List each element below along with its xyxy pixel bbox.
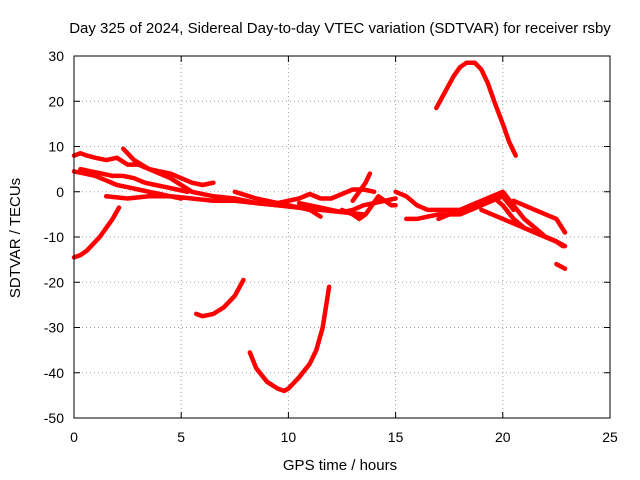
chart-title: Day 325 of 2024, Sidereal Day-to-day VTE…: [69, 20, 611, 37]
series-track-3: [78, 166, 190, 195]
y-tick-label: -40: [44, 365, 64, 381]
series-track-6: [232, 187, 377, 206]
series-track-14: [479, 207, 568, 249]
y-tick-label: -20: [44, 274, 64, 290]
y-tick-label: 10: [48, 139, 64, 155]
series-track-15: [511, 198, 568, 235]
series-track-18: [193, 277, 246, 319]
series-track-17: [71, 205, 122, 260]
y-tick-label: -30: [44, 320, 64, 336]
series-track-9: [339, 194, 398, 222]
series-track-16: [554, 261, 568, 271]
series-track-8: [275, 200, 323, 219]
y-tick-label: 0: [56, 184, 64, 200]
x-tick-label: 20: [495, 429, 511, 445]
x-tick-label: 25: [602, 429, 618, 445]
ticks: 0 5 10 15 20 25 -50 -40 -30 -20 -10 0 10 20 30: [44, 48, 618, 445]
series-group: [71, 60, 568, 394]
y-axis-label: SDTVAR / TECUs: [7, 178, 24, 298]
x-tick-label: 15: [388, 429, 404, 445]
series-track-19: [247, 284, 332, 394]
y-tick-label: 30: [48, 48, 64, 64]
y-tick-label: -50: [44, 410, 64, 426]
x-tick-label: 5: [177, 429, 185, 445]
series-track-12: [404, 194, 516, 222]
y-tick-label: 20: [48, 93, 64, 109]
x-axis-label: GPS time / hours: [283, 457, 397, 474]
x-tick-label: 0: [70, 429, 78, 445]
y-tick-label: -10: [44, 229, 64, 245]
series-track-20: [434, 60, 518, 158]
series-track-10: [350, 171, 373, 204]
grid: [74, 56, 610, 418]
x-tick-label: 10: [281, 429, 297, 445]
